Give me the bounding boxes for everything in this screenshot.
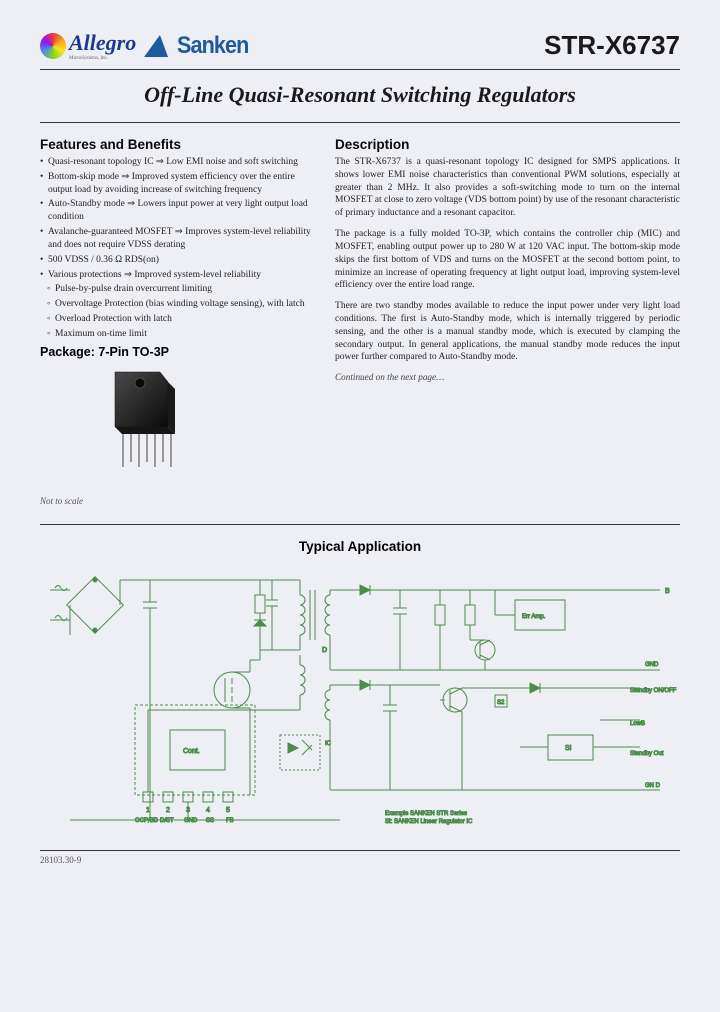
svg-text:IC: IC — [325, 741, 332, 747]
continued-label: Continued on the next page… — [335, 372, 680, 382]
svg-text:5: 5 — [226, 807, 230, 814]
content-columns: Features and Benefits Quasi-resonant top… — [40, 137, 680, 506]
svg-text:Standby ON/OFF: Standby ON/OFF — [630, 688, 677, 694]
description-heading: Description — [335, 137, 680, 152]
typical-app-heading: Typical Application — [40, 539, 680, 554]
svg-text:LowB: LowB — [630, 721, 645, 727]
package-line: Package: 7-Pin TO-3P — [40, 345, 311, 359]
feature-subitem: Maximum on-time limit — [40, 328, 311, 341]
page-title: Off-Line Quasi-Resonant Switching Regula… — [40, 82, 680, 108]
mid-rule — [40, 524, 680, 525]
svg-text:GN D: GN D — [645, 783, 661, 789]
svg-text:SI: SI — [565, 745, 572, 752]
features-column: Features and Benefits Quasi-resonant top… — [40, 137, 311, 506]
sanken-triangle-icon — [144, 35, 172, 57]
doc-number: 28103.30-9 — [40, 855, 81, 865]
header-rule — [40, 69, 680, 70]
svg-text:Example SANKEN STR Series: Example SANKEN STR Series — [385, 811, 467, 817]
svg-text:D/ST: D/ST — [160, 818, 174, 824]
allegro-text: Allegro — [69, 30, 136, 55]
feature-subitem: Overload Protection with latch — [40, 313, 311, 326]
logo-group: Allegro MicroSystems, Inc. Sanken — [40, 30, 253, 61]
svg-text:GND: GND — [184, 818, 198, 824]
allegro-swirl-icon — [40, 33, 66, 59]
svg-text:Standby Out: Standby Out — [630, 751, 664, 757]
package-image — [90, 367, 311, 482]
allegro-logo: Allegro MicroSystems, Inc. — [40, 30, 136, 61]
description-p1: The STR-X6737 is a quasi-resonant topolo… — [335, 156, 680, 220]
svg-text:OCP/BD: OCP/BD — [135, 818, 159, 824]
svg-text:B: B — [665, 588, 670, 595]
feature-subitem: Overvoltage Protection (bias winding vol… — [40, 298, 311, 311]
description-p3: There are two standby modes available to… — [335, 300, 680, 364]
not-to-scale-label: Not to scale — [40, 496, 311, 506]
part-number: STR-X6737 — [544, 30, 680, 61]
svg-text:GND: GND — [645, 662, 659, 668]
description-column: Description The STR-X6737 is a quasi-res… — [335, 137, 680, 506]
svg-text:4: 4 — [206, 807, 210, 814]
title-rule — [40, 122, 680, 123]
feature-item: 500 VDSS / 0.36 Ω RDS(on) — [40, 254, 311, 267]
sanken-logo: Sanken — [146, 32, 252, 60]
svg-text:Err Amp.: Err Amp. — [522, 614, 546, 620]
allegro-subtext: MicroSystems, Inc. — [69, 56, 136, 61]
footer: 28103.30-9 — [40, 850, 680, 865]
feature-item: Auto-Standby mode ⇒ Lowers input power a… — [40, 198, 311, 224]
features-list: Quasi-resonant topology IC ⇒ Low EMI noi… — [40, 156, 311, 341]
datasheet-page: Allegro MicroSystems, Inc. Sanken STR-X6… — [0, 0, 720, 1012]
feature-item: Quasi-resonant topology IC ⇒ Low EMI noi… — [40, 156, 311, 169]
description-p2: The package is a fully molded TO-3P, whi… — [335, 228, 680, 292]
sanken-text: Sanken — [177, 32, 248, 60]
header-row: Allegro MicroSystems, Inc. Sanken STR-X6… — [40, 30, 680, 61]
svg-text:2: 2 — [166, 807, 170, 814]
svg-text:FB: FB — [226, 818, 234, 824]
feature-item: Avalanche-guaranteed MOSFET ⇒ Improves s… — [40, 226, 311, 252]
svg-text:Cont.: Cont. — [183, 748, 200, 755]
svg-text:D: D — [322, 647, 327, 654]
features-heading: Features and Benefits — [40, 137, 311, 152]
svg-text:SS: SS — [206, 818, 214, 824]
feature-subitem: Pulse-by-pulse drain overcurrent limitin… — [40, 283, 311, 296]
circuit-schematic: D Cont. — [40, 560, 680, 840]
feature-item: Bottom-skip mode ⇒ Improved system effic… — [40, 171, 311, 197]
svg-text:S2: S2 — [497, 700, 505, 706]
svg-text:SI: SANKEN Linear Regulator IC: SI: SANKEN Linear Regulator IC — [385, 819, 473, 825]
feature-item: Various protections ⇒ Improved system-le… — [40, 269, 311, 282]
svg-text:1: 1 — [146, 807, 150, 814]
